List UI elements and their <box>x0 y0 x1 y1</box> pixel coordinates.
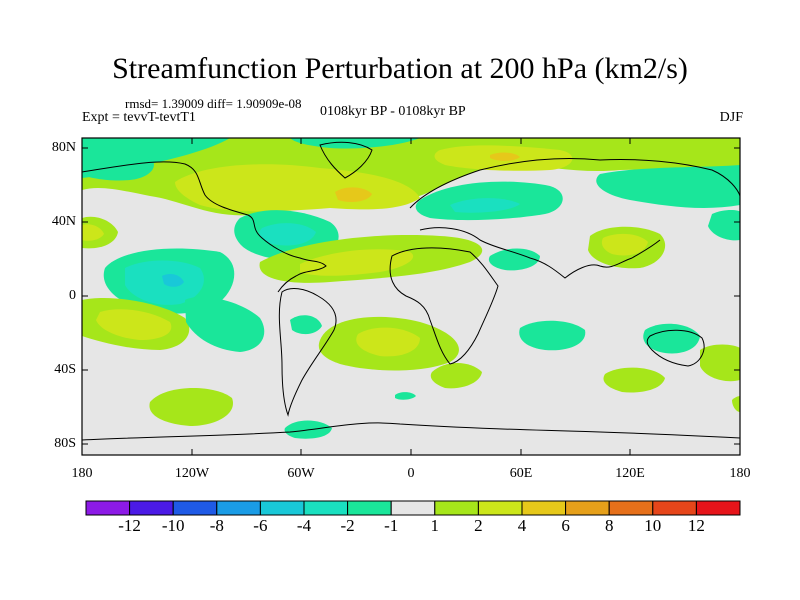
contour-pos2-s-atlantic <box>356 327 420 357</box>
colorbar-swatch <box>565 500 610 516</box>
lon-label-180e: 180 <box>729 466 751 481</box>
contour-neg-arabia <box>488 248 540 271</box>
colorbar-swatch <box>434 500 479 516</box>
contour-neg-w-pacific-north <box>82 148 154 181</box>
colorbar-swatch <box>303 500 349 516</box>
lon-label-60e: 60E <box>509 466 533 481</box>
contour-neg-s-america <box>185 296 265 352</box>
colorbar-label: 2 <box>474 516 483 535</box>
colorbar-swatch <box>652 500 697 516</box>
colorbar-swatch <box>216 500 261 516</box>
colorbar <box>85 500 741 516</box>
coast-greenland <box>319 141 373 179</box>
season-text: DJF <box>719 110 743 125</box>
contour-neg-s-atlantic <box>290 315 322 335</box>
contour-neg-e-pac-north <box>708 210 740 241</box>
lat-label-40n: 40N <box>51 214 76 229</box>
colorbar-swatch <box>347 500 392 516</box>
colorbar-label: -8 <box>209 516 224 535</box>
coastlines <box>82 141 740 441</box>
colorbar-swatch <box>85 500 131 516</box>
coast-south-america <box>278 288 337 417</box>
coast-north-america <box>82 161 327 293</box>
lon-label-120e: 120E <box>615 466 645 481</box>
colorbar-label: 4 <box>517 516 527 535</box>
contour-neg-ne-asia <box>596 165 740 208</box>
contour-neg3-e-pacific <box>162 274 184 287</box>
colorbar-swatch <box>521 500 567 516</box>
colorbar-label: 6 <box>561 516 570 535</box>
lat-label-0: 0 <box>69 288 76 303</box>
colorbar-label: -1 <box>384 516 399 535</box>
contour-pos-s-pac-west <box>149 387 233 426</box>
colorbar-label: 10 <box>644 516 662 535</box>
colorbar-swatch <box>259 500 305 516</box>
lat-label-40s: 40S <box>54 362 76 377</box>
colorbar-swatch <box>695 500 741 516</box>
colorbar-label: -12 <box>118 516 141 535</box>
experiment-text: Expt = tevvT-tevtT1 <box>82 110 196 125</box>
coast-africa <box>389 247 499 365</box>
colorbar-label: -10 <box>161 516 185 535</box>
colorbar-label: 1 <box>430 516 440 535</box>
colorbar-swatch <box>477 500 523 516</box>
lat-label-80n: 80N <box>51 140 76 155</box>
lon-label-120w: 120W <box>174 466 210 481</box>
coast-eurasia <box>409 157 740 279</box>
contour-pos2-s-pacific <box>96 309 172 340</box>
lat-label-80s: 80S <box>54 436 76 451</box>
colorbar-label: 12 <box>687 516 705 535</box>
colorbar-swatch <box>129 500 174 516</box>
contour-neg-indian <box>519 320 586 351</box>
colorbar-swatch <box>608 500 654 516</box>
contour-pos-s-far-east <box>732 396 740 412</box>
colorbar-swatch <box>172 500 218 516</box>
stats-text: rmsd= 1.39009 diff= 1.90909e-08 <box>125 96 302 111</box>
period-text: 0108kyr BP - 0108kyr BP <box>320 104 466 119</box>
contour-pos3-n-atlantic <box>335 187 372 202</box>
plot-title: Streamfunction Perturbation at 200 hPa (… <box>112 52 688 85</box>
contour-neg2-eurasia <box>450 198 520 213</box>
colorbar-label: -6 <box>253 516 268 535</box>
contour-field <box>82 138 740 455</box>
colorbar-label: -2 <box>340 516 355 535</box>
colorbar-label: -4 <box>296 516 312 535</box>
contour-neg-s-atl-small <box>395 392 416 400</box>
coast-antarctica <box>82 422 740 441</box>
contour-pos2-w-pacific <box>82 224 104 241</box>
coast-australia <box>646 329 705 367</box>
lon-label-180w: 180 <box>71 466 93 481</box>
lon-label-60w: 60W <box>287 466 315 481</box>
contour-pos3-siberia <box>490 152 520 161</box>
contour-neg2-n-america <box>259 223 316 246</box>
colorbar-swatch <box>390 500 436 516</box>
contour-pos2-china <box>601 233 648 256</box>
contour-pos-s-indian <box>430 363 482 389</box>
contour-pos-aus <box>700 344 740 382</box>
map-ticks <box>82 138 740 455</box>
colorbar-label: 8 <box>604 516 614 535</box>
contour-pos-s-pac-far <box>603 367 665 393</box>
lon-label-0: 0 <box>407 466 415 481</box>
contour-pos2-n-africa <box>300 249 414 276</box>
